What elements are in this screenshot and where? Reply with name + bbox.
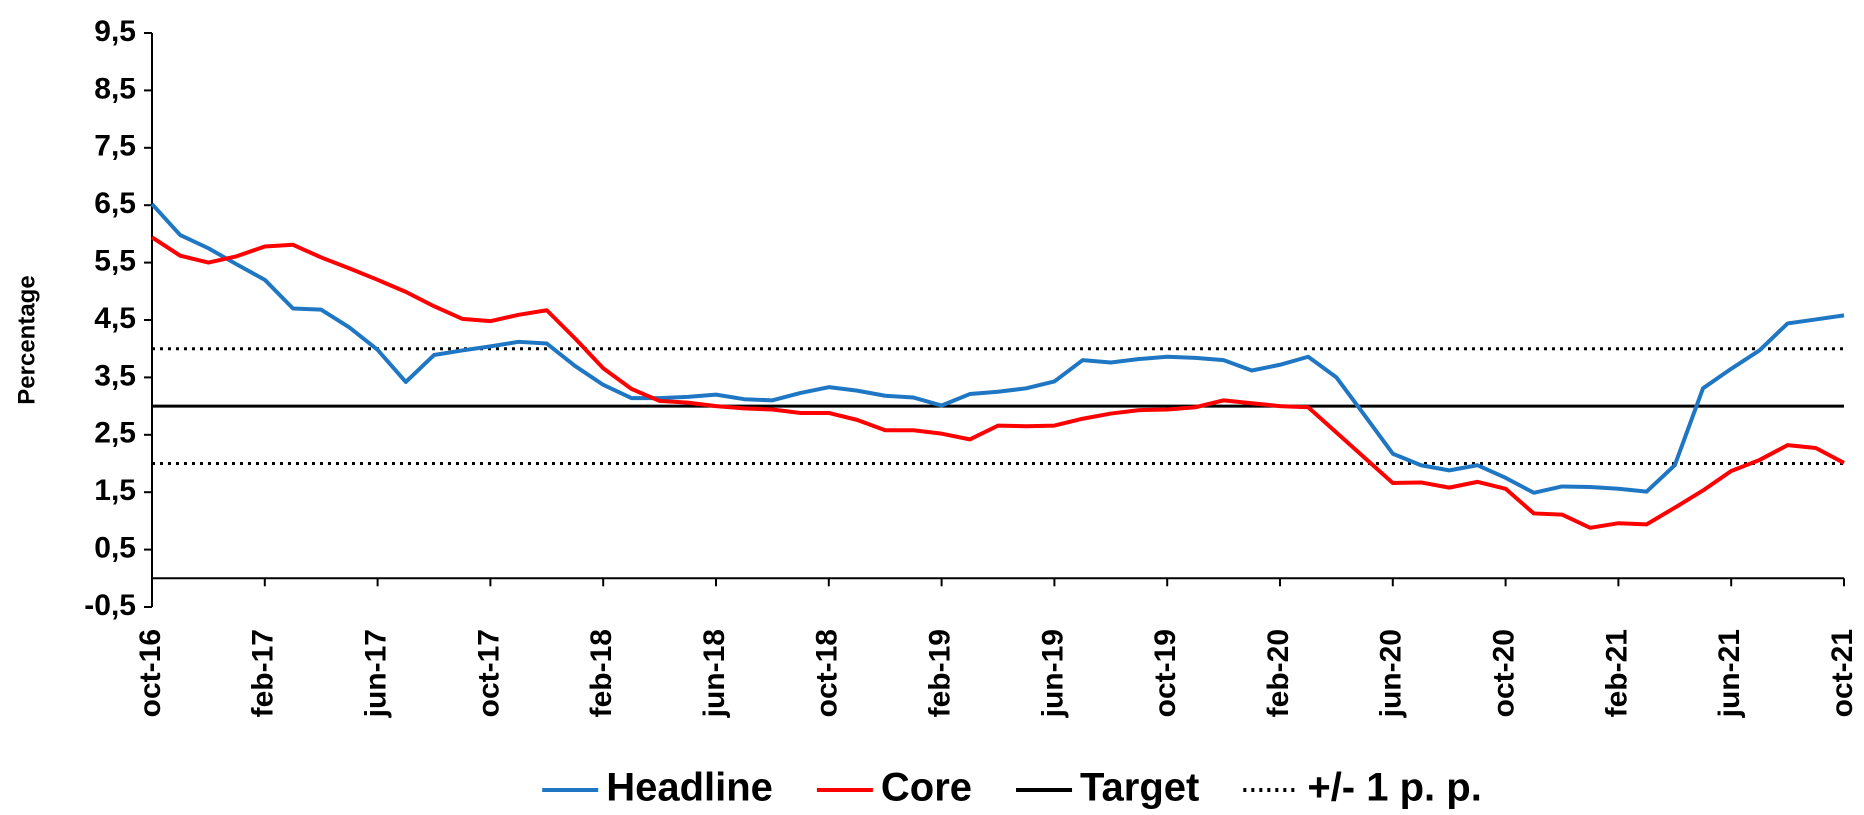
legend-label: +/- 1 p. p. bbox=[1307, 766, 1481, 810]
series-line bbox=[150, 235, 1845, 530]
legend-label: Headline bbox=[606, 766, 773, 810]
y-tick-label: 2,5 bbox=[94, 417, 136, 450]
x-tick-label: feb-20 bbox=[1262, 629, 1295, 717]
y-tick-label: 3,5 bbox=[94, 359, 136, 392]
series-line bbox=[150, 202, 1845, 495]
y-axis-label: Percentage bbox=[13, 275, 40, 404]
x-tick-label: oct-19 bbox=[1149, 629, 1182, 717]
x-tick-label: oct-21 bbox=[1826, 629, 1859, 717]
x-tick-label: feb-18 bbox=[585, 629, 618, 717]
legend-label: Target bbox=[1080, 766, 1199, 810]
x-tick-label: oct-18 bbox=[811, 629, 844, 717]
x-tick-label: feb-21 bbox=[1600, 629, 1633, 717]
x-tick-label: feb-19 bbox=[924, 629, 957, 717]
x-tick-label: oct-20 bbox=[1488, 629, 1521, 717]
y-tick-label: -0,5 bbox=[84, 589, 136, 622]
x-tick-label: jun-20 bbox=[1375, 629, 1408, 718]
x-tick-label: jun-18 bbox=[698, 629, 731, 718]
legend-label: Core bbox=[881, 766, 972, 810]
y-tick-label: 8,5 bbox=[94, 72, 136, 105]
y-tick-label: 6,5 bbox=[94, 187, 136, 220]
x-tick-label: jun-21 bbox=[1713, 629, 1746, 718]
y-tick-label: 1,5 bbox=[94, 474, 136, 507]
x-tick-label: jun-17 bbox=[360, 629, 393, 718]
y-tick-label: 5,5 bbox=[94, 245, 136, 278]
x-tick-label: oct-17 bbox=[472, 629, 505, 717]
y-tick-label: 9,5 bbox=[94, 15, 136, 48]
y-tick-label: 0,5 bbox=[94, 532, 136, 565]
x-tick-label: oct-16 bbox=[134, 629, 167, 717]
x-tick-label: jun-19 bbox=[1036, 629, 1069, 718]
y-tick-label: 7,5 bbox=[94, 130, 136, 163]
y-tick-label: 4,5 bbox=[94, 302, 136, 335]
x-tick-label: feb-17 bbox=[247, 629, 280, 717]
